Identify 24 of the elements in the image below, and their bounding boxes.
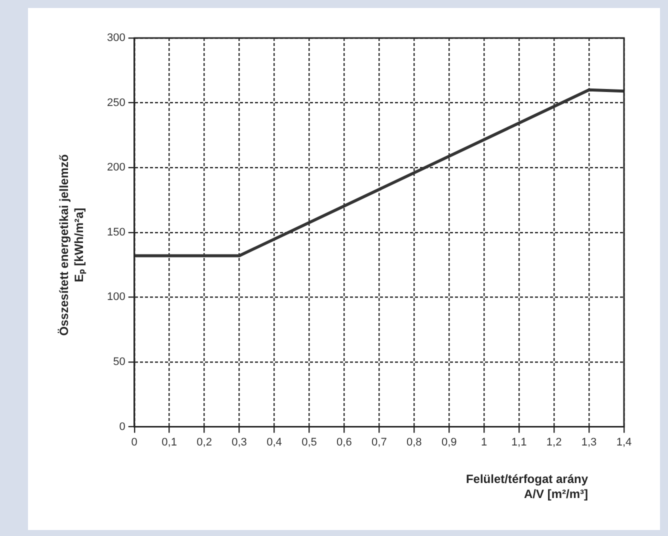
y-tick-label: 250 (106, 96, 126, 109)
x-tick-label: 0,6 (336, 436, 352, 448)
x-tick-label: 0,2 (196, 436, 212, 448)
x-tick-label: 1,4 (616, 436, 632, 448)
y-axis-title: Összesített energetikai jellemző Eₚ [kWh/m²a] (57, 153, 87, 338)
x-axis-title: Felület/térfogat arány A/V [m²/m³] (466, 472, 588, 502)
x-tick-label: 0 (131, 436, 138, 448)
y-tick-label: 100 (106, 291, 126, 304)
y-tick-label: 0 (119, 420, 126, 433)
x-tick-label: 1,1 (511, 436, 527, 448)
x-tick-label: 0,1 (162, 436, 177, 448)
x-tick-label: 0,9 (441, 436, 457, 448)
y-tick-label: 150 (106, 226, 126, 238)
y-tick-label: 300 (106, 32, 126, 44)
x-tick-label: 1,2 (546, 436, 562, 448)
x-tick-label: 0,7 (372, 436, 387, 448)
y-tick-label: 200 (106, 162, 126, 174)
x-tick-label: 0,4 (266, 436, 282, 448)
x-tick-label: 0,3 (232, 436, 247, 448)
x-tick-label: 1 (481, 436, 488, 448)
x-tick-label: 1,3 (581, 436, 597, 448)
x-tick-label: 0,8 (406, 436, 422, 448)
x-tick-label: 0,5 (302, 436, 317, 448)
y-tick-label: 50 (113, 356, 126, 368)
